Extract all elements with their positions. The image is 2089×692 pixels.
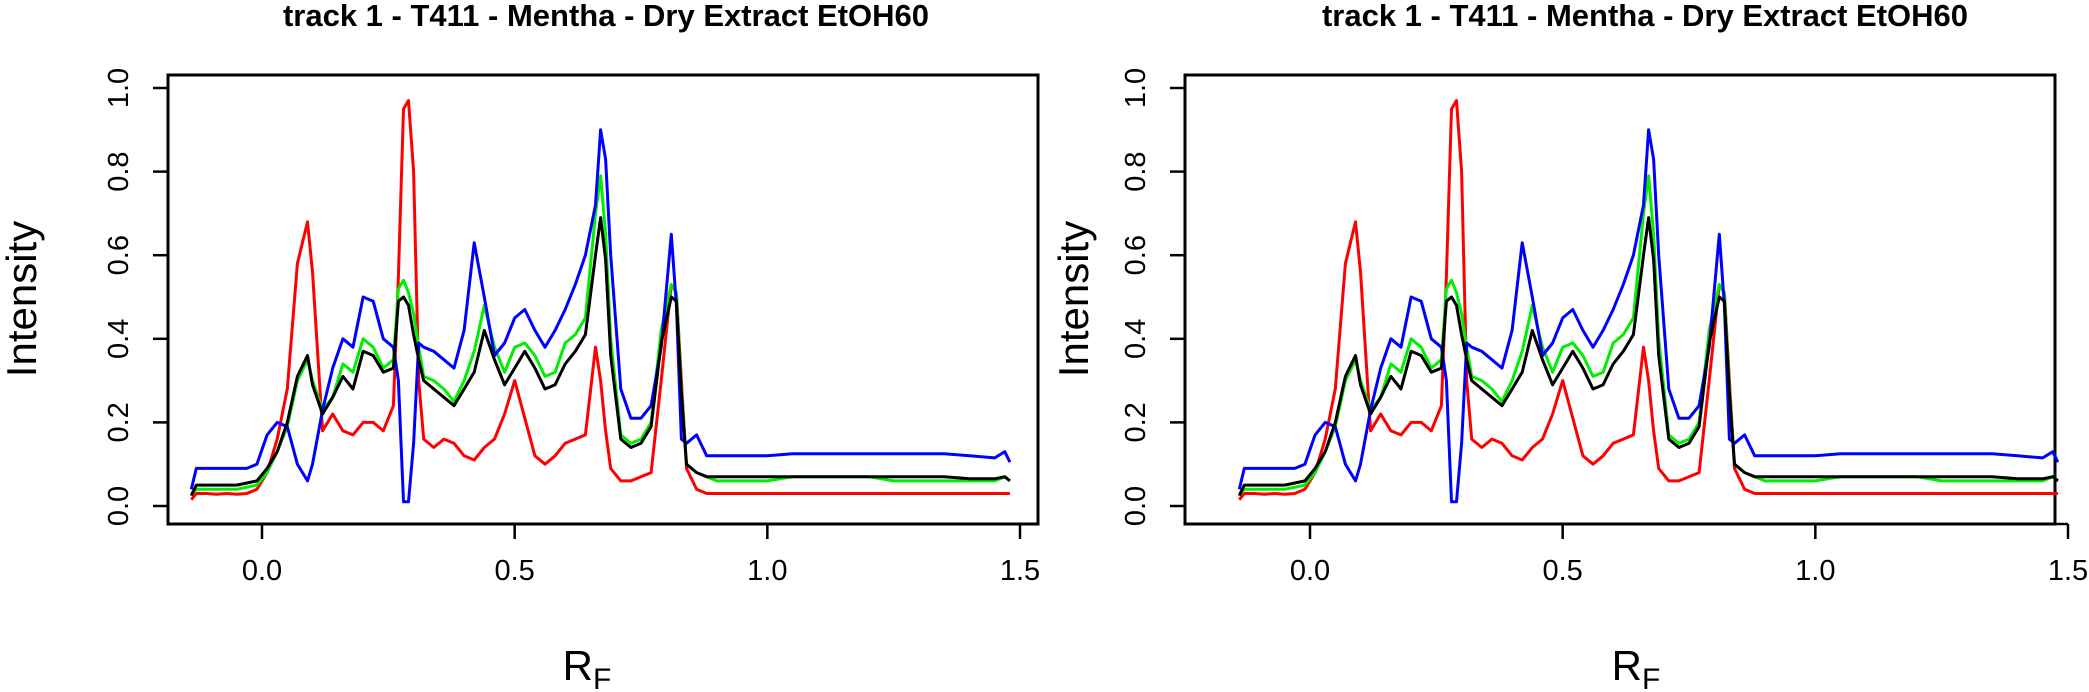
y-tick-label: 1.0 — [1120, 68, 1152, 108]
y-tick-label: 0.8 — [103, 151, 135, 191]
series-group — [1237, 99, 2060, 504]
series-line-3 — [1237, 128, 2060, 504]
x-tick-label: 0.0 — [1290, 555, 1330, 587]
chart-title: track 1 - T411 - Mentha - Dry Extract Et… — [283, 0, 929, 33]
y-tick-label: 0.6 — [103, 235, 135, 275]
y-tick-label: 0.4 — [103, 319, 135, 359]
x-tick-label: 1.0 — [1795, 555, 1835, 587]
y-axis-label: Intensity — [0, 221, 45, 377]
chart-panel-2: track 1 - T411 - Mentha - Dry Extract Et… — [1050, 0, 2088, 692]
y-tick-label: 0.8 — [1120, 151, 1152, 191]
y-tick-label: 0.2 — [103, 402, 135, 442]
series-group — [189, 99, 1012, 504]
x-axis-label-subscript: F — [593, 663, 611, 692]
series-line-3 — [189, 128, 1012, 504]
y-tick-label: 0.0 — [103, 486, 135, 526]
x-tick-label: 1.5 — [2048, 555, 2088, 587]
x-tick-label: 0.0 — [242, 555, 282, 587]
y-tick-label: 0.4 — [1120, 319, 1152, 359]
x-axis-label: RF — [1612, 642, 1661, 692]
x-tick-label: 0.5 — [495, 555, 535, 587]
x-axis-label-subscript: F — [1642, 663, 1660, 692]
y-tick-label: 1.0 — [103, 68, 135, 108]
x-tick-label: 1.5 — [1000, 555, 1040, 587]
series-line-1 — [1238, 99, 2058, 501]
x-tick-label: 0.5 — [1543, 555, 1583, 587]
y-tick-label: 0.6 — [1120, 235, 1152, 275]
y-axis: 0.0 0.2 0.4 0.6 0.8 1.0 — [1120, 68, 1185, 526]
x-axis: 0.0 0.5 1.0 1.5 — [242, 522, 1040, 587]
chart-panel-1: track 1 - T411 - Mentha - Dry Extract Et… — [0, 0, 1040, 692]
x-axis-label-main: R — [563, 642, 593, 689]
chart-title: track 1 - T411 - Mentha - Dry Extract Et… — [1322, 0, 1968, 33]
series-line-4 — [1237, 216, 2059, 497]
x-tick-label: 1.0 — [747, 555, 787, 587]
y-axis-label: Intensity — [1050, 221, 1097, 377]
x-axis-label-main: R — [1612, 642, 1642, 689]
y-axis: 0.0 0.2 0.4 0.6 0.8 1.0 — [103, 68, 168, 526]
series-line-4 — [189, 216, 1011, 497]
x-axis: 0.0 0.5 1.0 1.5 — [1290, 522, 2088, 587]
y-tick-label: 0.2 — [1120, 402, 1152, 442]
plot-frame — [1183, 73, 2057, 526]
x-axis-label: RF — [563, 642, 612, 692]
y-tick-label: 0.0 — [1120, 486, 1152, 526]
series-line-1 — [190, 99, 1010, 501]
